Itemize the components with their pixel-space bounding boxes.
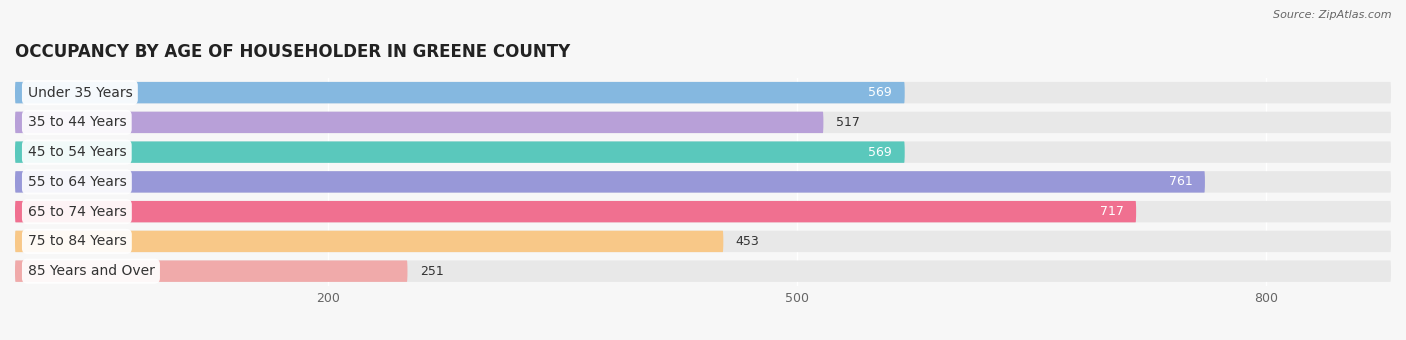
FancyBboxPatch shape xyxy=(15,260,1391,282)
Text: 85 Years and Over: 85 Years and Over xyxy=(28,264,155,278)
Text: 517: 517 xyxy=(837,116,860,129)
Text: 75 to 84 Years: 75 to 84 Years xyxy=(28,234,127,249)
Text: 35 to 44 Years: 35 to 44 Years xyxy=(28,115,127,130)
FancyBboxPatch shape xyxy=(15,82,904,103)
FancyBboxPatch shape xyxy=(15,201,1136,222)
Text: 251: 251 xyxy=(420,265,444,278)
FancyBboxPatch shape xyxy=(15,171,1205,192)
FancyBboxPatch shape xyxy=(15,260,408,282)
Text: Under 35 Years: Under 35 Years xyxy=(28,86,132,100)
FancyBboxPatch shape xyxy=(15,141,904,163)
FancyBboxPatch shape xyxy=(15,171,1391,192)
FancyBboxPatch shape xyxy=(15,231,1391,252)
FancyBboxPatch shape xyxy=(15,82,1391,103)
Text: 65 to 74 Years: 65 to 74 Years xyxy=(28,205,127,219)
FancyBboxPatch shape xyxy=(15,112,824,133)
Text: 717: 717 xyxy=(1099,205,1123,218)
Text: OCCUPANCY BY AGE OF HOUSEHOLDER IN GREENE COUNTY: OCCUPANCY BY AGE OF HOUSEHOLDER IN GREEN… xyxy=(15,43,571,61)
Text: 761: 761 xyxy=(1168,175,1192,188)
Text: Source: ZipAtlas.com: Source: ZipAtlas.com xyxy=(1274,10,1392,20)
FancyBboxPatch shape xyxy=(15,141,1391,163)
FancyBboxPatch shape xyxy=(15,201,1391,222)
FancyBboxPatch shape xyxy=(15,231,723,252)
Text: 55 to 64 Years: 55 to 64 Years xyxy=(28,175,127,189)
FancyBboxPatch shape xyxy=(15,112,1391,133)
Text: 569: 569 xyxy=(869,86,893,99)
Text: 569: 569 xyxy=(869,146,893,159)
Text: 453: 453 xyxy=(735,235,759,248)
Text: 45 to 54 Years: 45 to 54 Years xyxy=(28,145,127,159)
